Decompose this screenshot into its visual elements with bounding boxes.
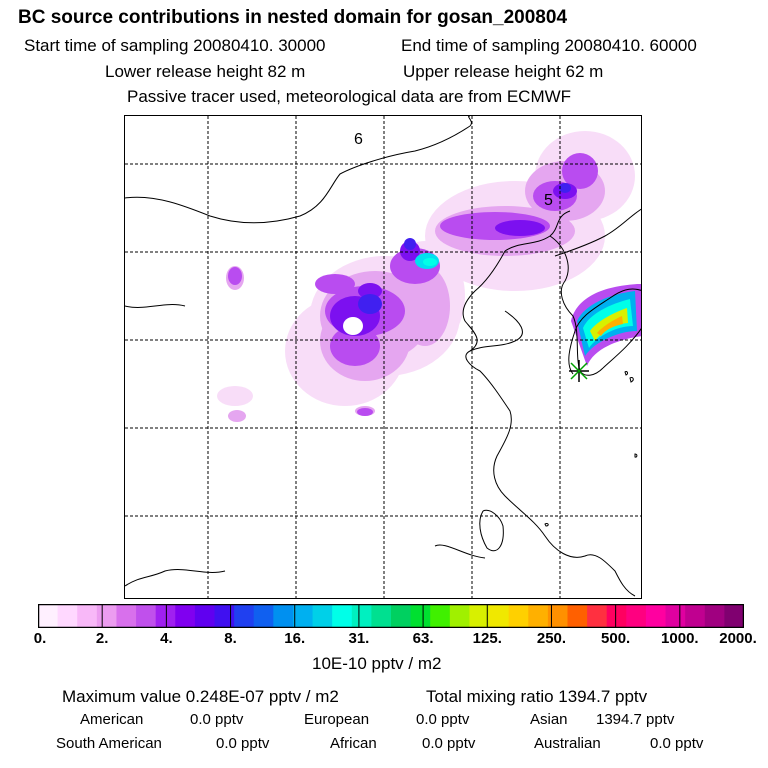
colorbar-swatch <box>214 604 235 628</box>
american-label: American <box>80 711 144 728</box>
colorbar-swatch <box>312 604 333 628</box>
start-time-text: Start time of sampling 20080410. 30000 <box>24 36 326 55</box>
colorbar-swatch <box>567 604 588 628</box>
colorbar-tick-label: 16. <box>284 630 306 647</box>
colorbar-tick-label: 2000. <box>719 630 757 647</box>
colorbar-swatch <box>332 604 353 628</box>
colorbar-swatch <box>116 604 137 628</box>
map-canvas: 6 5 <box>125 116 641 598</box>
european-label: European <box>304 711 370 728</box>
south-american-value: 0.0 pptv <box>216 735 270 752</box>
colorbar-swatch <box>528 604 549 628</box>
asian-label: Asian <box>530 711 568 728</box>
colorbar-swatch <box>371 604 392 628</box>
colorbar-swatch <box>606 604 627 628</box>
colorbar-swatch <box>292 604 314 628</box>
colorbar-tick-label: 2. <box>95 630 109 647</box>
lower-release-height-text: Lower release height 82 m <box>105 62 306 81</box>
colorbar-swatch <box>508 604 529 628</box>
colorbar-swatch <box>626 604 647 628</box>
colorbar-swatch <box>547 604 568 628</box>
colorbar-tick-label: 125. <box>472 630 502 647</box>
total-mixing-ratio-text: Total mixing ratio 1394.7 pptv <box>426 687 648 706</box>
plot-title: BC source contributions in nested domain… <box>18 7 568 28</box>
upper-release-height-text: Upper release height 62 m <box>403 62 604 81</box>
colorbar-swatch <box>57 604 78 628</box>
colorbar-swatch <box>273 604 294 628</box>
colorbar-border <box>38 604 744 628</box>
colorbar-tick-label: 500. <box>601 630 631 647</box>
african-label: African <box>330 735 377 752</box>
australian-value: 0.0 pptv <box>650 735 704 752</box>
colorbar-swatch <box>175 604 196 628</box>
colorbar-swatch <box>587 604 608 628</box>
colorbar-swatch <box>38 604 59 628</box>
colorbar-swatch <box>410 604 431 628</box>
colorbar-swatch <box>96 604 117 628</box>
colorbar-swatch <box>645 604 667 628</box>
colorbar-swatch <box>194 604 215 628</box>
maximum-value-text: Maximum value 0.248E-07 pptv / m2 <box>62 687 339 706</box>
colorbar-tick-label: 63. <box>412 630 434 647</box>
colorbar-swatch <box>391 604 412 628</box>
american-value: 0.0 pptv <box>190 711 244 728</box>
tracer-note-text: Passive tracer used, meteorological data… <box>127 87 572 106</box>
colorbar-swatch <box>351 604 372 628</box>
contour-label-5: 5 <box>544 192 553 209</box>
lat-lon-grid <box>125 116 641 598</box>
colorbar-swatch <box>469 604 490 628</box>
colorbar <box>38 604 744 628</box>
colorbar-swatch <box>136 604 157 628</box>
colorbar-swatch <box>234 604 255 628</box>
end-time-text: End time of sampling 20080410. 60000 <box>401 36 697 55</box>
colorbar-tick-label: 31. <box>348 630 370 647</box>
colorbar-swatch <box>489 604 510 628</box>
coastlines <box>125 116 641 597</box>
colorbar-swatch <box>449 604 470 628</box>
colorbar-tick-label: 1000. <box>661 630 699 647</box>
colorbar-swatch <box>253 604 274 628</box>
colorbar-swatch <box>155 604 176 628</box>
concentration-field <box>217 131 641 422</box>
south-american-label: South American <box>56 735 162 752</box>
receptor-star-icon <box>569 360 589 382</box>
contour-label-6: 6 <box>354 131 363 148</box>
colorbar-swatch <box>724 604 744 628</box>
colorbar-units: 10E-10 pptv / m2 <box>312 654 442 673</box>
australian-label: Australian <box>534 735 601 752</box>
colorbar-swatch <box>704 604 725 628</box>
asian-value: 1394.7 pptv <box>596 711 675 728</box>
colorbar-swatch <box>77 604 98 628</box>
colorbar-swatch <box>665 604 686 628</box>
map-panel: 6 5 <box>124 115 642 599</box>
colorbar-swatch <box>685 604 706 628</box>
colorbar-tick-label: 4. <box>160 630 173 647</box>
african-value: 0.0 pptv <box>422 735 476 752</box>
colorbar-tick-label: 8. <box>224 630 237 647</box>
colorbar-swatch <box>430 604 451 628</box>
colorbar-tick-label: 0. <box>33 630 47 647</box>
colorbar-tick-label: 250. <box>536 630 567 647</box>
european-value: 0.0 pptv <box>416 711 470 728</box>
